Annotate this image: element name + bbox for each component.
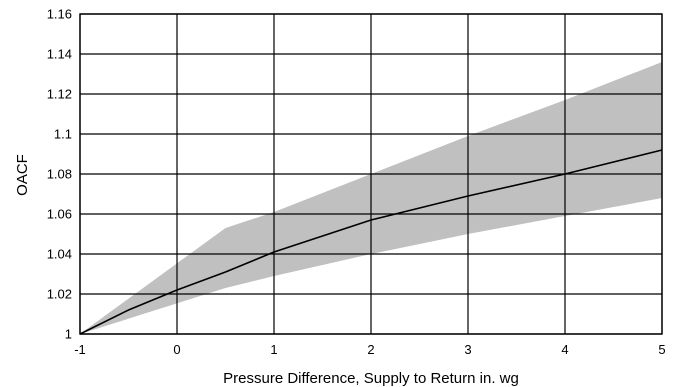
y-tick-label: 1.04 bbox=[47, 247, 72, 262]
plot-frame bbox=[79, 13, 663, 335]
x-axis-title: Pressure Difference, Supply to Return in… bbox=[223, 370, 519, 387]
x-tick-label: 2 bbox=[367, 342, 374, 357]
x-tick-label: 5 bbox=[658, 342, 665, 357]
x-tick-label: 0 bbox=[173, 342, 180, 357]
tick-layer: -1 0 1 2 3 4 5 1 1.02 1.04 1.06 1.08 1.1 1.12 1.14 1.16 bbox=[47, 7, 666, 358]
oacf-line bbox=[79, 149, 663, 335]
y-tick-label: 1.1 bbox=[54, 127, 72, 142]
x-tick-label: 4 bbox=[561, 342, 568, 357]
y-tick-label: 1.14 bbox=[47, 47, 72, 62]
y-axis-title: OACF bbox=[14, 154, 31, 196]
x-tick-label: 3 bbox=[464, 342, 471, 357]
y-tick-label: 1.16 bbox=[47, 7, 72, 22]
x-tick-label: -1 bbox=[74, 342, 86, 357]
y-tick-label: 1.12 bbox=[47, 87, 72, 102]
x-tick-label: 1 bbox=[270, 342, 277, 357]
y-tick-label: 1.08 bbox=[47, 167, 72, 182]
y-tick-label: 1 bbox=[65, 327, 72, 342]
y-tick-label: 1.02 bbox=[47, 287, 72, 302]
y-tick-label: 1.06 bbox=[47, 207, 72, 222]
line-layer bbox=[79, 149, 663, 335]
